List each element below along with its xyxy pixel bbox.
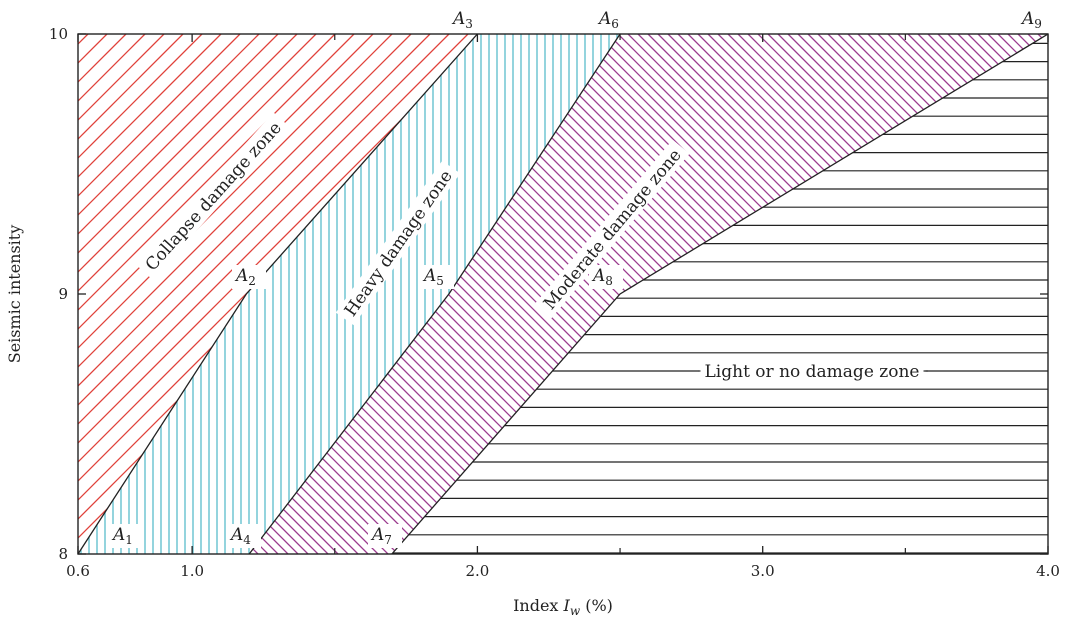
zone-label-bg bbox=[335, 160, 461, 326]
point-subscript: 4 bbox=[243, 533, 251, 547]
x-axis-label-suffix: (%) bbox=[580, 596, 613, 615]
point-label-text: A1 bbox=[111, 525, 133, 547]
point-label-text: A6 bbox=[597, 9, 619, 31]
point-letter: A bbox=[451, 9, 465, 29]
y-tick-label: 10 bbox=[49, 25, 68, 43]
x-tick-label: 0.6 bbox=[66, 562, 90, 580]
point-subscript: 3 bbox=[465, 17, 473, 31]
point-subscript: 8 bbox=[605, 274, 613, 288]
point-letter: A bbox=[111, 525, 125, 545]
x-tick-label: 2.0 bbox=[465, 562, 489, 580]
x-axis-label-sub: w bbox=[570, 604, 581, 618]
point-label-text: A5 bbox=[422, 266, 444, 288]
point-letter: A bbox=[591, 266, 605, 286]
point-label-a2: A2 bbox=[232, 265, 266, 289]
zone-label-bg bbox=[698, 360, 926, 382]
point-label-a3: A3 bbox=[451, 9, 473, 31]
point-letter: A bbox=[1020, 9, 1034, 29]
point-label-a7: A7 bbox=[368, 524, 402, 548]
point-letter: A bbox=[597, 9, 611, 29]
zone-label-bg bbox=[534, 139, 690, 319]
zones-layer bbox=[78, 34, 1048, 554]
zone-label-bg bbox=[136, 112, 290, 280]
point-label-bg bbox=[109, 524, 143, 548]
point-subscript: 9 bbox=[1034, 17, 1042, 31]
x-tick-label: 1.0 bbox=[180, 562, 204, 580]
point-subscript: 7 bbox=[384, 533, 392, 547]
point-letter: A bbox=[422, 266, 436, 286]
zone-label-text: Heavy damage zone bbox=[341, 167, 457, 321]
point-label-bg bbox=[227, 524, 261, 548]
zone-label-4: Light or no damage zone bbox=[698, 360, 928, 382]
point-letter: A bbox=[229, 525, 243, 545]
point-label-a4: A4 bbox=[227, 524, 261, 548]
point-label-bg bbox=[589, 265, 623, 289]
point-label-a8: A8 bbox=[589, 265, 623, 289]
y-axis-label: Seismic intensity bbox=[5, 225, 24, 364]
point-letter: A bbox=[234, 266, 248, 286]
point-subscript: 1 bbox=[125, 533, 133, 547]
boundary-line-1 bbox=[78, 34, 478, 554]
point-label-a1: A1 bbox=[109, 524, 143, 548]
point-subscript: 6 bbox=[611, 17, 619, 31]
ticks-layer: 0.6 1.0 2.0 3.0 4.0 8 9 10 bbox=[49, 25, 1060, 580]
point-label-text: A4 bbox=[229, 525, 251, 547]
point-letter: A bbox=[370, 525, 384, 545]
point-label-a9: A9 bbox=[1020, 9, 1042, 31]
x-tick-label: 3.0 bbox=[751, 562, 775, 580]
zone-label-3: Moderate damage zone bbox=[534, 139, 690, 319]
x-axis-label-prefix: Index bbox=[513, 596, 563, 615]
x-axis-label: Index Iw (%) bbox=[513, 596, 613, 618]
point-label-text: A2 bbox=[234, 266, 256, 288]
y-tick-label: 9 bbox=[58, 285, 68, 303]
boundaries-layer bbox=[78, 34, 1048, 554]
point-subscript: 5 bbox=[436, 274, 444, 288]
x-tick-label: 4.0 bbox=[1036, 562, 1060, 580]
y-tick-label: 8 bbox=[58, 545, 68, 563]
zone-label-text: Light or no damage zone bbox=[705, 362, 920, 382]
x-axis-label-var: I bbox=[563, 596, 571, 615]
boundary-line-3 bbox=[391, 34, 1048, 554]
zone-hatch-2 bbox=[249, 34, 1048, 554]
boundary-line-2 bbox=[248, 34, 621, 554]
point-label-a6: A6 bbox=[597, 9, 619, 31]
zone-label-text: Collapse damage zone bbox=[142, 118, 286, 275]
point-label-text: A9 bbox=[1020, 9, 1042, 31]
point-subscript: 2 bbox=[248, 274, 256, 288]
point-label-text: A7 bbox=[370, 525, 392, 547]
point-label-bg bbox=[232, 265, 266, 289]
point-label-a5: A5 bbox=[420, 265, 454, 289]
point-label-bg bbox=[420, 265, 454, 289]
point-label-text: A3 bbox=[451, 9, 473, 31]
point-label-text: A8 bbox=[591, 266, 613, 288]
point-label-bg bbox=[368, 524, 402, 548]
